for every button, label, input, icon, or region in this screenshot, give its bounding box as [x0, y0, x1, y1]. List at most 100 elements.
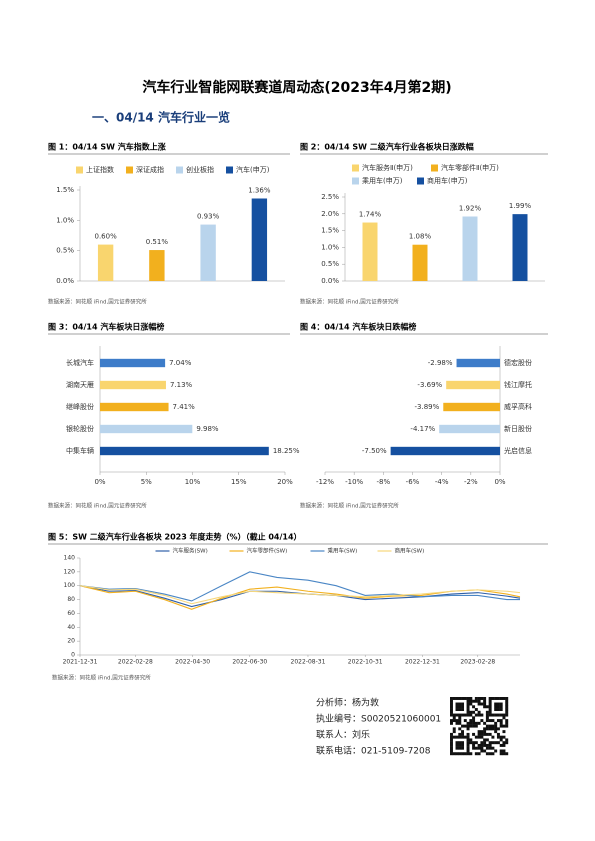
x-tick-label: 2022-04-30: [175, 659, 210, 666]
qr-module: [450, 732, 453, 736]
bar: [200, 224, 216, 281]
qr-module: [474, 724, 478, 728]
qr-module: [477, 746, 481, 750]
qr-module: [491, 727, 495, 731]
qr-module: [499, 719, 503, 723]
category-label: 新日股份: [504, 424, 532, 433]
qr-module: [455, 721, 459, 725]
qr-module: [474, 752, 478, 756]
qr-module: [458, 713, 462, 717]
value-label: -7.50%: [362, 447, 387, 455]
y-tick-label: 40: [67, 624, 75, 631]
qr-module: [450, 738, 453, 742]
qr-module: [477, 721, 481, 725]
qr-module: [502, 749, 506, 753]
qr-module: [494, 727, 498, 731]
y-tick-label: 140: [64, 555, 76, 562]
bar: [100, 358, 166, 368]
qr-module: [452, 716, 456, 720]
analyst-id: 执业编号：S0020521060001: [316, 713, 441, 725]
qr-module: [477, 702, 481, 706]
qr-module: [477, 699, 481, 703]
qr-module: [450, 697, 453, 700]
qr-module: [499, 724, 503, 728]
qr-module: [496, 697, 500, 700]
qr-module: [480, 732, 484, 736]
qr-module: [455, 713, 459, 717]
qr-module: [505, 724, 509, 728]
y-tick-label: 0.5%: [56, 247, 74, 255]
qr-module: [483, 702, 487, 706]
qr-module: [494, 705, 498, 709]
qr-module: [466, 708, 470, 712]
qr-module: [480, 697, 484, 700]
qr-module: [450, 710, 453, 714]
qr-module: [502, 716, 506, 720]
figure-title: 图 5：SW 二级汽车行业各板块 2023 年度走势（%）（截止 04/14）: [48, 532, 302, 542]
value-label: 1.36%: [248, 186, 271, 194]
bar: [439, 424, 500, 434]
qr-module: [472, 724, 476, 728]
qr-module: [450, 699, 453, 703]
qr-module: [485, 743, 489, 747]
qr-module: [491, 752, 495, 756]
qr-module: [496, 702, 500, 706]
qr-module: [461, 724, 465, 728]
qr-module: [491, 724, 495, 728]
qr-module: [505, 710, 509, 714]
qr-module: [502, 741, 506, 745]
qr-module: [450, 702, 453, 706]
qr-module: [494, 724, 498, 728]
qr-module: [474, 746, 478, 750]
qr-module: [483, 727, 487, 731]
x-tick-label: 2021-12-31: [63, 659, 98, 666]
qr-module: [458, 735, 462, 739]
qr-module: [472, 719, 476, 723]
qr-module: [480, 746, 484, 750]
qr-module: [469, 697, 473, 700]
bar: [390, 446, 500, 456]
legend-label: 乘用车(申万): [362, 176, 403, 185]
qr-module: [502, 752, 506, 756]
category-label: 湖南天雁: [66, 380, 94, 389]
qr-module: [452, 752, 456, 756]
legend-label: 深证成指: [136, 165, 164, 174]
category-label: 德宏股份: [504, 358, 532, 367]
x-tick-label: -12%: [316, 478, 334, 486]
y-tick-label: 2.0%: [321, 210, 339, 218]
category-label: 钱江摩托: [504, 380, 532, 389]
qr-module: [466, 710, 470, 714]
qr-module: [485, 727, 489, 731]
qr-module: [458, 727, 462, 731]
qr-module: [469, 699, 473, 703]
qr-module: [491, 713, 495, 717]
qr-module: [499, 721, 503, 725]
qr-module: [458, 705, 462, 709]
bar: [100, 446, 269, 456]
x-tick-label: 0%: [494, 478, 505, 486]
qr-module: [466, 727, 470, 731]
qr-module: [474, 713, 478, 717]
y-tick-label: 20: [67, 638, 75, 645]
value-label: 18.25%: [273, 447, 300, 455]
qr-module: [466, 741, 470, 745]
legend-swatch: [417, 177, 424, 185]
qr-module: [494, 730, 498, 734]
legend-label: 汽车零部件Ⅱ(申万): [441, 163, 499, 172]
y-tick-label: 0: [71, 652, 75, 659]
qr-module: [505, 741, 509, 745]
qr-module: [458, 702, 462, 706]
qr-module: [466, 738, 470, 742]
legend-label: 商用车(SW): [395, 547, 425, 555]
legend-swatch: [431, 164, 438, 172]
qr-module: [496, 705, 500, 709]
qr-module: [488, 702, 492, 706]
qr-module: [469, 702, 473, 706]
x-tick-label: 2022-12-31: [405, 659, 440, 666]
qr-code: [450, 697, 509, 756]
qr-module: [466, 699, 470, 703]
qr-module: [458, 752, 462, 756]
qr-module: [458, 697, 462, 700]
qr-module: [450, 743, 453, 747]
